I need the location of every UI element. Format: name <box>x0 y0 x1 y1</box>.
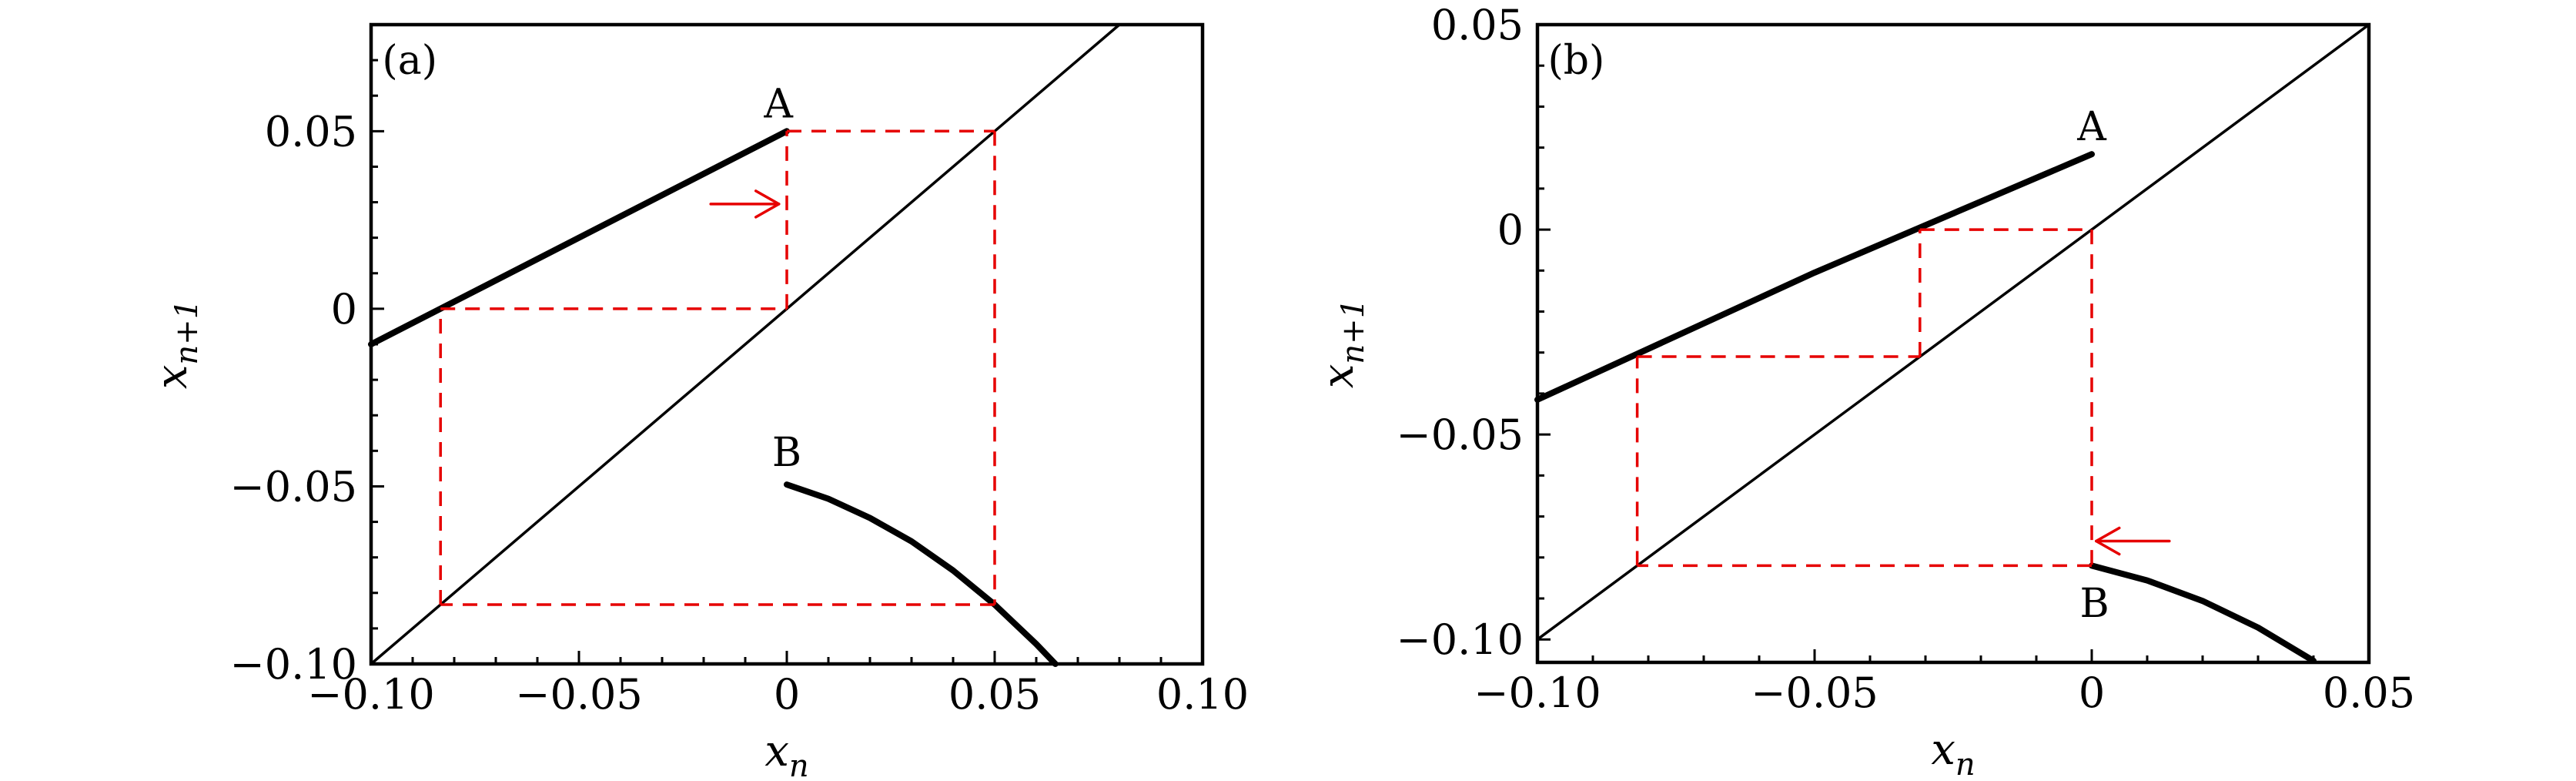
x-tick-label: 0 <box>2079 669 2105 717</box>
panel-b: A B −0.10 −0.05 0 0.05 0.05 0 −0.05 −0.10 xn xn+1 (b… <box>1313 1 2415 781</box>
y-tick-label: −0.10 <box>230 640 357 689</box>
y-tick-label: −0.05 <box>1397 411 1524 459</box>
y-tick-label: 0 <box>1497 206 1524 254</box>
x-axis-title: xn <box>1931 725 1975 781</box>
branch-A <box>1534 151 2095 403</box>
branch-A-label: A <box>2076 104 2107 150</box>
y-axis-title: xn+1 <box>1313 299 1371 388</box>
x-tick-label: −0.05 <box>515 670 642 719</box>
branch-A <box>368 128 790 347</box>
axis-ticks: −0.10 −0.05 0 0.05 0.10 0.05 0 −0.05 −0.10 <box>230 59 1249 719</box>
branch-B <box>784 481 1059 667</box>
direction-arrow <box>709 189 781 219</box>
y-tick-label: 0.05 <box>1431 1 1524 49</box>
y-tick-label: 0 <box>331 285 357 334</box>
x-tick-label: −0.05 <box>1751 669 1878 717</box>
y-tick-label: −0.05 <box>230 462 357 511</box>
x-tick-label: −0.10 <box>307 670 434 719</box>
panel-label: (b) <box>1547 38 1604 84</box>
y-tick-label: 0.05 <box>265 107 357 156</box>
x-tick-label: 0.05 <box>2323 669 2415 717</box>
branch-B-label: B <box>2079 581 2109 627</box>
plot-border <box>1535 22 2371 665</box>
branch-A-label: A <box>763 81 794 127</box>
x-tick-label: 0.10 <box>1156 670 1249 719</box>
plot-border <box>369 22 1205 666</box>
branch-B <box>2089 562 2317 664</box>
panel-label: (a) <box>382 38 437 84</box>
branch-B-label: B <box>772 430 801 476</box>
cobweb-dashed-path <box>1635 228 2093 568</box>
y-tick-label: −0.10 <box>1397 615 1524 664</box>
identity-line <box>370 23 1121 665</box>
cobweb-dashed-path <box>439 129 996 606</box>
x-tick-label: −0.10 <box>1474 669 1601 717</box>
x-tick-label: 0 <box>774 670 800 719</box>
y-axis-title: xn+1 <box>147 300 205 389</box>
panel-a: A B −0.10 −0.05 0 0.05 0.10 0.05 0 −0.05 −0.10 xn xn… <box>147 22 1249 781</box>
axis-ticks: −0.10 −0.05 0 0.05 0.05 0 −0.05 −0.10 <box>1397 1 2416 717</box>
x-axis-title: xn <box>764 726 808 781</box>
identity-line <box>1536 23 2370 641</box>
x-tick-label: 0.05 <box>948 670 1041 719</box>
arrow-head-icon <box>2095 526 2121 556</box>
arrow-head-icon <box>754 189 781 219</box>
direction-arrow <box>2095 526 2171 556</box>
